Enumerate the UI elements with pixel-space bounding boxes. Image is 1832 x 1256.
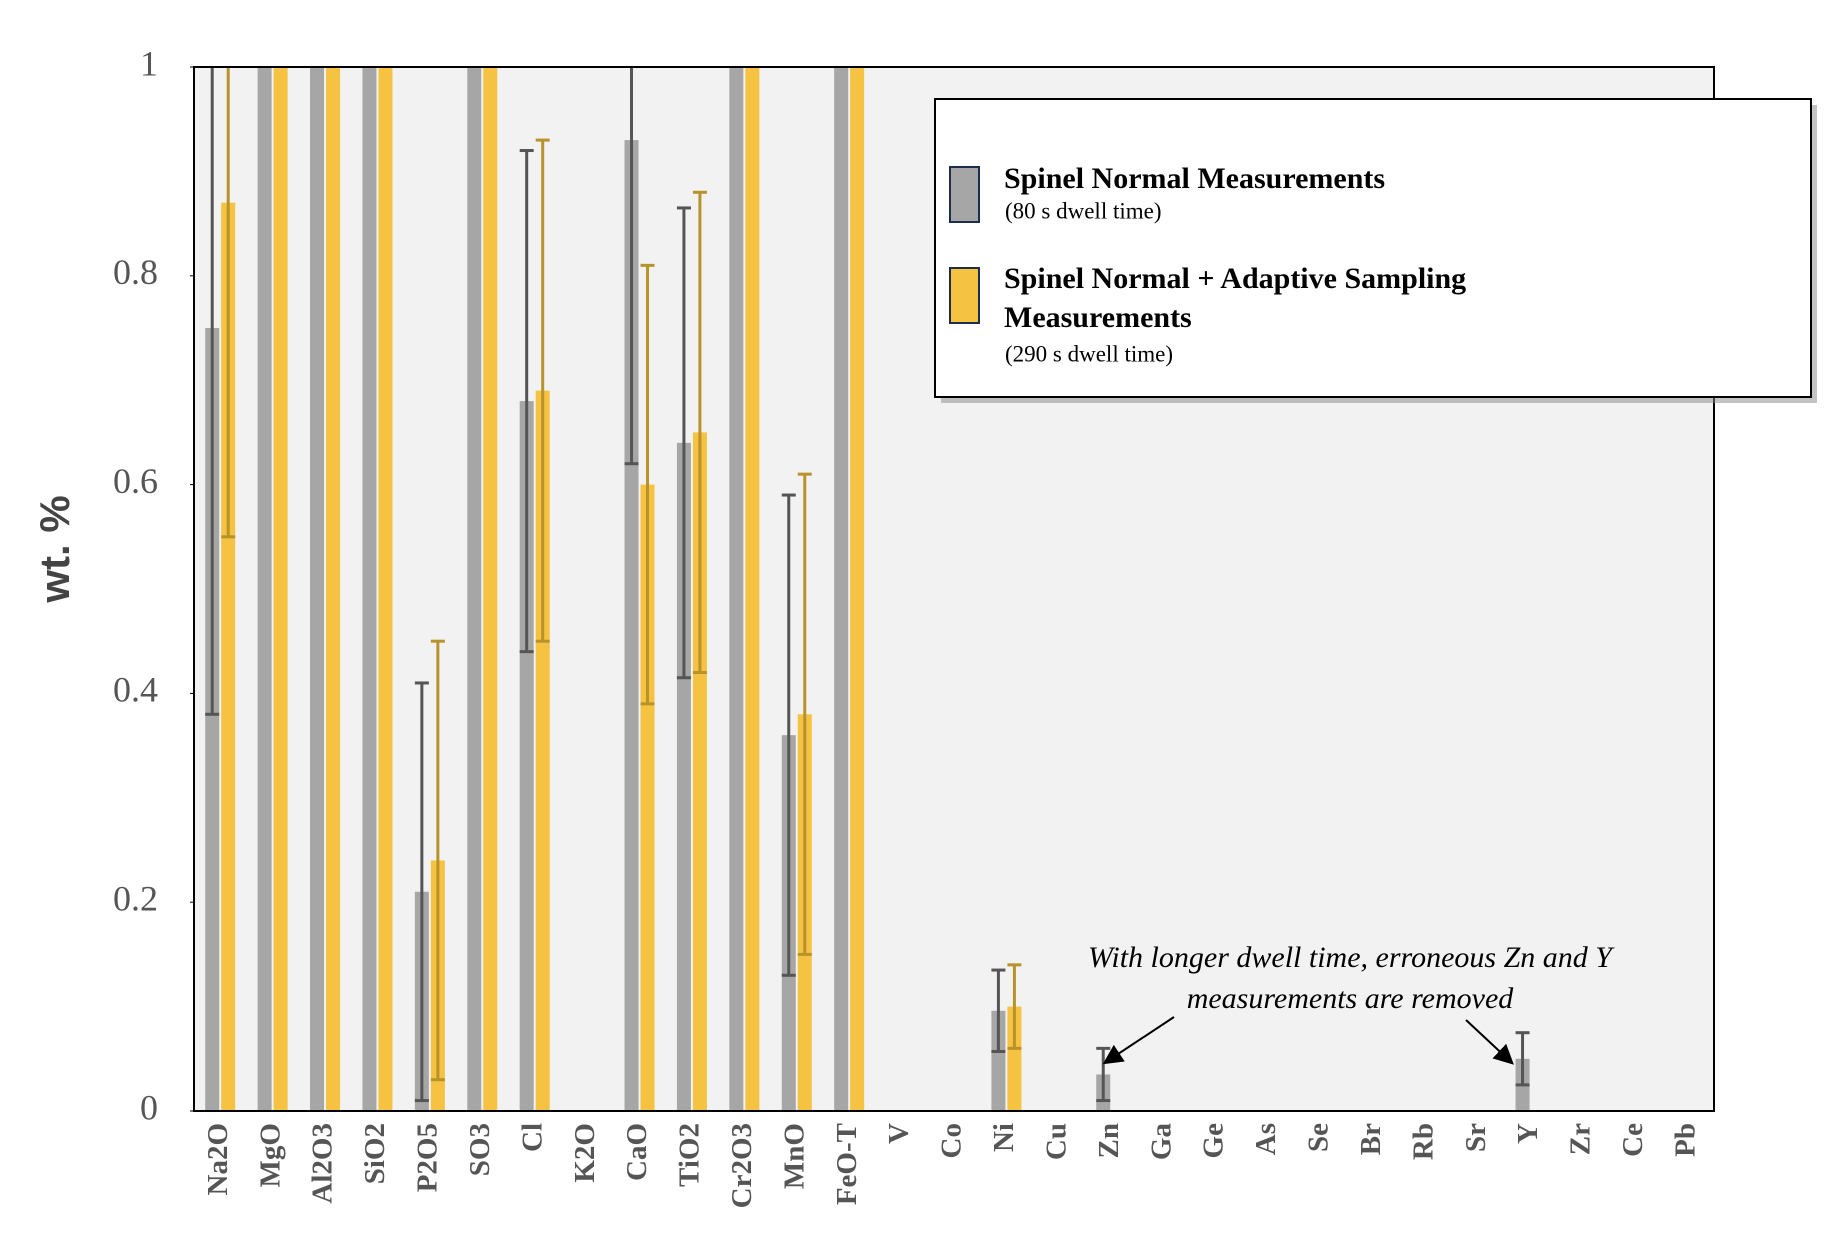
error-bar bbox=[221, 67, 236, 539]
bar bbox=[519, 401, 534, 1111]
x-tick-label: Al2O3 bbox=[307, 1123, 339, 1204]
error-bar bbox=[519, 149, 534, 654]
legend: Spinel Normal Measurements (80 s dwell ti… bbox=[934, 98, 1817, 403]
y-tick-label: 0.2 bbox=[113, 878, 158, 918]
error-bar bbox=[535, 138, 550, 643]
x-tick-label: Se bbox=[1303, 1123, 1335, 1152]
error-bar bbox=[692, 190, 707, 675]
plot bbox=[205, 67, 1530, 1111]
error-bar bbox=[1515, 1031, 1530, 1087]
arrow bbox=[1102, 1016, 1175, 1065]
bar bbox=[483, 67, 498, 1111]
bar bbox=[378, 67, 393, 1111]
x-tick-label: SiO2 bbox=[359, 1123, 391, 1184]
annotation: With longer dwell time, erroneous Zn and… bbox=[1088, 941, 1615, 1065]
bar bbox=[991, 1010, 1006, 1111]
legend-label-line: Spinel Normal + Adaptive Sampling bbox=[1004, 262, 1466, 295]
bar bbox=[850, 67, 865, 1111]
x-tick-label: MgO bbox=[254, 1123, 286, 1187]
error-bar bbox=[676, 206, 691, 680]
x-tick-label: Ni bbox=[988, 1123, 1020, 1152]
legend-note: (290 s dwell time) bbox=[1005, 341, 1173, 366]
x-tick-label: Cu bbox=[1040, 1123, 1072, 1160]
plot-border bbox=[193, 66, 1715, 1112]
error-bar bbox=[797, 472, 812, 956]
legend-label: Spinel Normal Measurements bbox=[1004, 162, 1385, 195]
x-tick-label: As bbox=[1250, 1123, 1282, 1155]
bar bbox=[624, 140, 639, 1111]
x-tick-label: Rb bbox=[1407, 1123, 1439, 1160]
legend-swatch bbox=[949, 166, 980, 223]
x-tick-label: Ga bbox=[1145, 1123, 1177, 1161]
x-tick-label: Zr bbox=[1565, 1123, 1597, 1155]
bar bbox=[535, 390, 550, 1111]
bar bbox=[640, 484, 655, 1111]
legend-label-line: Measurements bbox=[1004, 301, 1192, 334]
annotation-text: With longer dwell time, erroneous Zn and… bbox=[1088, 941, 1615, 974]
x-tick-label: Pb bbox=[1669, 1123, 1701, 1157]
legend-swatch bbox=[949, 267, 980, 324]
x-tick-label: Cl bbox=[516, 1123, 548, 1152]
bar bbox=[310, 67, 325, 1111]
bar bbox=[745, 67, 760, 1111]
x-tick-label: Cr2O3 bbox=[726, 1123, 758, 1208]
x-tick-label: Ge bbox=[1198, 1123, 1230, 1159]
bar bbox=[273, 67, 288, 1111]
bar bbox=[834, 67, 849, 1111]
error-bar bbox=[1007, 963, 1022, 1050]
error-bar bbox=[991, 968, 1006, 1053]
x-tick-label: SO3 bbox=[464, 1123, 496, 1176]
y-axis-title: wt. % bbox=[31, 495, 78, 603]
bar bbox=[221, 202, 236, 1111]
x-tick-label: FeO-T bbox=[831, 1123, 863, 1205]
x-tick-label: CaO bbox=[621, 1123, 653, 1181]
arrow bbox=[1465, 1019, 1514, 1065]
x-tick-label: Co bbox=[936, 1123, 968, 1158]
x-tick-label: K2O bbox=[569, 1123, 601, 1183]
y-tick-label: 0.4 bbox=[113, 670, 158, 710]
legend-label: Spinel Normal + Adaptive Sampling Measure… bbox=[1004, 262, 1466, 334]
bar bbox=[205, 328, 220, 1111]
legend-note: (80 s dwell time) bbox=[1005, 198, 1162, 223]
error-bar bbox=[414, 681, 429, 1103]
error-bar bbox=[781, 493, 796, 977]
x-tick-label: V bbox=[883, 1123, 915, 1144]
annotation-text: measurements are removed bbox=[1187, 982, 1515, 1015]
x-tick-label: MnO bbox=[778, 1123, 810, 1189]
x-tick-label: Y bbox=[1512, 1123, 1544, 1144]
bar bbox=[257, 67, 272, 1111]
bar bbox=[362, 67, 377, 1111]
error-bar bbox=[430, 639, 445, 1082]
x-tick-label: P2O5 bbox=[412, 1123, 444, 1192]
y-tick-label: 1 bbox=[140, 43, 158, 83]
bar bbox=[326, 67, 341, 1111]
x-tick-label: Br bbox=[1355, 1123, 1387, 1155]
legend-box bbox=[934, 98, 1812, 398]
y-tick-label: 0.8 bbox=[113, 252, 158, 292]
bar bbox=[467, 67, 482, 1111]
x-tick-label: Zn bbox=[1093, 1123, 1125, 1158]
x-tick-label: TiO2 bbox=[674, 1123, 706, 1187]
bar bbox=[729, 67, 744, 1111]
bar bbox=[1007, 1006, 1022, 1111]
bar bbox=[692, 432, 707, 1111]
y-tick-label: 0 bbox=[140, 1087, 158, 1127]
error-bar bbox=[624, 67, 639, 466]
error-bar bbox=[205, 67, 220, 716]
error-bar bbox=[640, 263, 655, 706]
x-tick-label: Na2O bbox=[202, 1123, 234, 1196]
y-tick-label: 0.6 bbox=[113, 461, 158, 501]
bar bbox=[676, 442, 691, 1111]
x-tick-label: Ce bbox=[1617, 1123, 1649, 1157]
x-tick-label: Sr bbox=[1460, 1123, 1492, 1152]
